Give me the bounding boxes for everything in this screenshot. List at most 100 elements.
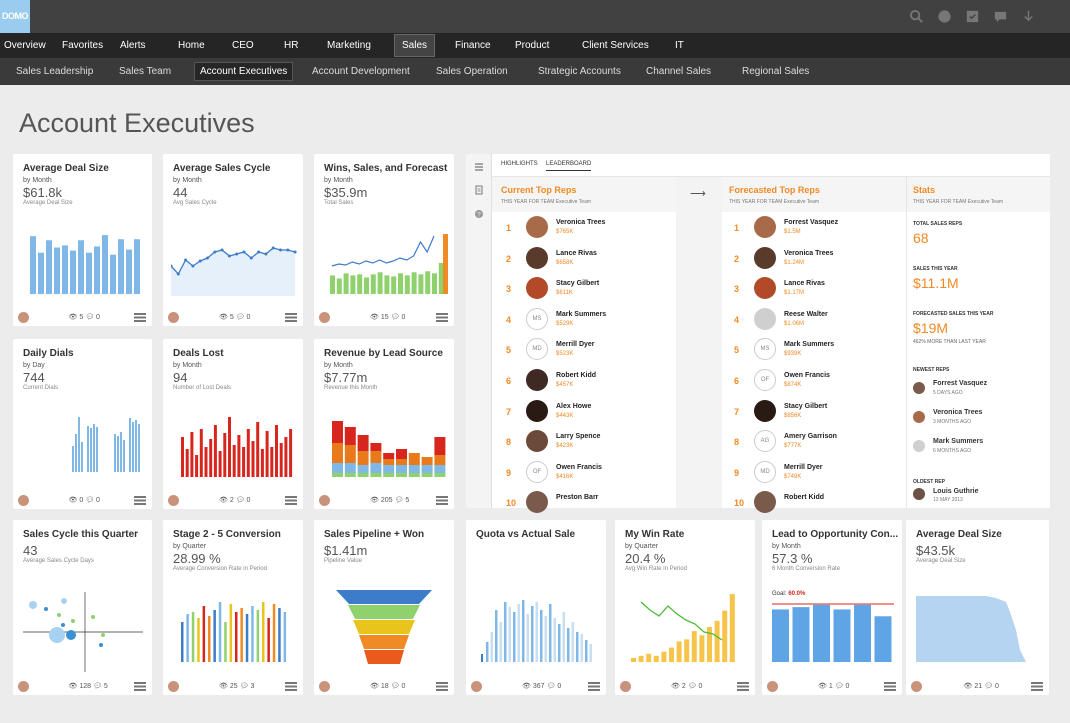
search-icon[interactable] bbox=[909, 9, 924, 24]
list-item[interactable]: 3 Lance Rivas $1.17M bbox=[734, 277, 894, 307]
list-item[interactable]: 10 Preston Barr bbox=[506, 491, 666, 521]
card-title[interactable]: Average Deal Size bbox=[23, 163, 109, 174]
card-menu-icon[interactable] bbox=[1031, 682, 1043, 691]
card-title[interactable]: Average Deal Size bbox=[916, 529, 1002, 540]
avatar[interactable] bbox=[18, 312, 29, 323]
card-menu-icon[interactable] bbox=[436, 496, 448, 505]
card-menu-icon[interactable] bbox=[134, 682, 146, 691]
avatar[interactable] bbox=[168, 495, 179, 506]
avatar[interactable] bbox=[319, 681, 330, 692]
subnav-account-development[interactable]: Account Development bbox=[312, 66, 410, 77]
subnav-regional-sales[interactable]: Regional Sales bbox=[742, 66, 810, 77]
avatar[interactable] bbox=[911, 681, 922, 692]
card-title[interactable]: Deals Lost bbox=[173, 348, 224, 359]
card-menu-icon[interactable] bbox=[285, 682, 297, 691]
card-title[interactable]: Sales Cycle this Quarter bbox=[23, 529, 139, 540]
subnav-sales-operation[interactable]: Sales Operation bbox=[436, 66, 508, 77]
card-12[interactable]: Lead to Opportunity Con... by Month 57.3 %… bbox=[762, 520, 902, 695]
nav-ceo[interactable]: CEO bbox=[232, 40, 254, 51]
list-item[interactable]: 6 Robert Kidd $457K bbox=[506, 369, 666, 399]
list-item[interactable]: 3 Stacy Gilbert $611K bbox=[506, 277, 666, 307]
list-item[interactable]: 7 Alex Howe $443K bbox=[506, 399, 666, 430]
card-2[interactable]: Average Sales Cycle by Month 44 Avg Sales C… bbox=[163, 154, 303, 326]
domo-logo[interactable]: DOMO bbox=[0, 0, 30, 33]
tab-leaderboard[interactable]: LEADERBOARD bbox=[546, 161, 592, 171]
list-item[interactable]: 2 Veronica Trees $1.24M bbox=[734, 246, 894, 277]
list-item[interactable]: Forrest Vasquez 5 DAYS AGO bbox=[913, 380, 1043, 404]
card-title[interactable]: Average Sales Cycle bbox=[173, 163, 271, 174]
list-item[interactable]: 4 MS Mark Summers $529K bbox=[506, 307, 666, 338]
card-menu-icon[interactable] bbox=[436, 682, 448, 691]
avatar[interactable] bbox=[18, 495, 29, 506]
list-item[interactable]: 4 Reese Walter $1.06M bbox=[734, 307, 894, 338]
nav-it[interactable]: IT bbox=[675, 40, 684, 51]
nav-home[interactable]: Home bbox=[178, 40, 205, 51]
card-13[interactable]: Average Deal Size $43.5k Average Deal Size… bbox=[906, 520, 1049, 695]
card-3[interactable]: Wins, Sales, and Forecast by Month $35.9m T… bbox=[314, 154, 454, 326]
subnav-strategic-accounts[interactable]: Strategic Accounts bbox=[538, 66, 621, 77]
list-item[interactable]: 1 Forrest Vasquez $1.5M bbox=[734, 216, 894, 246]
card-title[interactable]: Lead to Opportunity Con... bbox=[772, 529, 899, 540]
card-9[interactable]: Sales Pipeline + Won $1.41m Pipeline Value… bbox=[314, 520, 454, 695]
avatar[interactable] bbox=[319, 495, 330, 506]
avatar[interactable] bbox=[168, 312, 179, 323]
list-item[interactable]: 1 Veronica Trees $765K bbox=[506, 216, 666, 246]
card-8[interactable]: Stage 2 - 5 Conversion by Quarter 28.99 % A… bbox=[163, 520, 303, 695]
avatar[interactable] bbox=[767, 681, 778, 692]
list-item[interactable]: 8 AG Amery Garrison $777K bbox=[734, 430, 894, 460]
nav-marketing[interactable]: Marketing bbox=[327, 40, 371, 51]
card-title[interactable]: Sales Pipeline + Won bbox=[324, 529, 425, 540]
card-menu-icon[interactable] bbox=[285, 496, 297, 505]
card-menu-icon[interactable] bbox=[436, 313, 448, 322]
nav-hr[interactable]: HR bbox=[284, 40, 299, 51]
card-11[interactable]: My Win Rate by Quarter 20.4 % Avg Win Rate … bbox=[615, 520, 755, 695]
subnav-sales-leadership[interactable]: Sales Leadership bbox=[16, 66, 94, 77]
card-menu-icon[interactable] bbox=[134, 496, 146, 505]
card-title[interactable]: Revenue by Lead Source bbox=[324, 348, 443, 359]
avatar[interactable] bbox=[620, 681, 631, 692]
chat-icon[interactable] bbox=[993, 9, 1008, 24]
avatar[interactable] bbox=[319, 312, 330, 323]
nav-alerts[interactable]: Alerts bbox=[120, 40, 146, 51]
card-menu-icon[interactable] bbox=[285, 313, 297, 322]
checklist-icon[interactable] bbox=[965, 9, 980, 24]
list-item[interactable]: 10 Robert Kidd bbox=[734, 491, 894, 521]
card-title[interactable]: Daily Dials bbox=[23, 348, 74, 359]
help-icon[interactable]: ? bbox=[474, 209, 484, 219]
card-menu-icon[interactable] bbox=[588, 682, 600, 691]
avatar[interactable] bbox=[471, 681, 482, 692]
nav-product[interactable]: Product bbox=[515, 40, 550, 51]
card-title[interactable]: Quota vs Actual Sale bbox=[476, 529, 576, 540]
card-title[interactable]: Wins, Sales, and Forecast bbox=[324, 163, 448, 174]
document-icon[interactable] bbox=[474, 185, 484, 195]
avatar[interactable] bbox=[18, 681, 29, 692]
card-menu-icon[interactable] bbox=[134, 313, 146, 322]
nav-favorites[interactable]: Favorites bbox=[62, 40, 104, 51]
card-5[interactable]: Deals Lost by Month 94 Number of Lost Deals… bbox=[163, 339, 303, 509]
list-item[interactable]: 2 Lance Rivas $658K bbox=[506, 246, 666, 277]
nav-overview[interactable]: Overview bbox=[4, 40, 46, 51]
card-title[interactable]: Stage 2 - 5 Conversion bbox=[173, 529, 281, 540]
subnav-sales-team[interactable]: Sales Team bbox=[119, 66, 172, 77]
list-item[interactable]: 8 Larry Spence $423K bbox=[506, 430, 666, 460]
card-1[interactable]: Average Deal Size by Month $61.8k Average D… bbox=[13, 154, 152, 326]
card-menu-icon[interactable] bbox=[884, 682, 896, 691]
subnav-account-executives[interactable]: Account Executives bbox=[194, 62, 294, 81]
list-item[interactable]: Veronica Trees 3 MONTHS AGO bbox=[913, 409, 1043, 433]
globe-icon[interactable] bbox=[937, 9, 952, 24]
arrow-down-icon[interactable] bbox=[1021, 9, 1036, 24]
card-title[interactable]: My Win Rate bbox=[625, 529, 685, 540]
subnav-channel-sales[interactable]: Channel Sales bbox=[646, 66, 712, 77]
menu-icon[interactable] bbox=[474, 162, 484, 172]
nav-sales[interactable]: Sales bbox=[394, 34, 436, 57]
list-item[interactable]: 5 MD Merrill Dyer $523K bbox=[506, 338, 666, 368]
list-item[interactable]: 7 Stacy Gilbert $856K bbox=[734, 399, 894, 430]
card-menu-icon[interactable] bbox=[737, 682, 749, 691]
card-6[interactable]: Revenue by Lead Source by Month $7.77m Reve… bbox=[314, 339, 454, 509]
nav-finance[interactable]: Finance bbox=[455, 40, 491, 51]
list-item[interactable]: 9 OF Owen Francis $416K bbox=[506, 460, 666, 491]
list-item[interactable]: 6 OF Owen Francis $874K bbox=[734, 369, 894, 399]
tab-highlights[interactable]: HIGHLIGHTS bbox=[501, 161, 538, 167]
avatar[interactable] bbox=[168, 681, 179, 692]
card-7[interactable]: Sales Cycle this Quarter 43 Average Sales … bbox=[13, 520, 152, 695]
